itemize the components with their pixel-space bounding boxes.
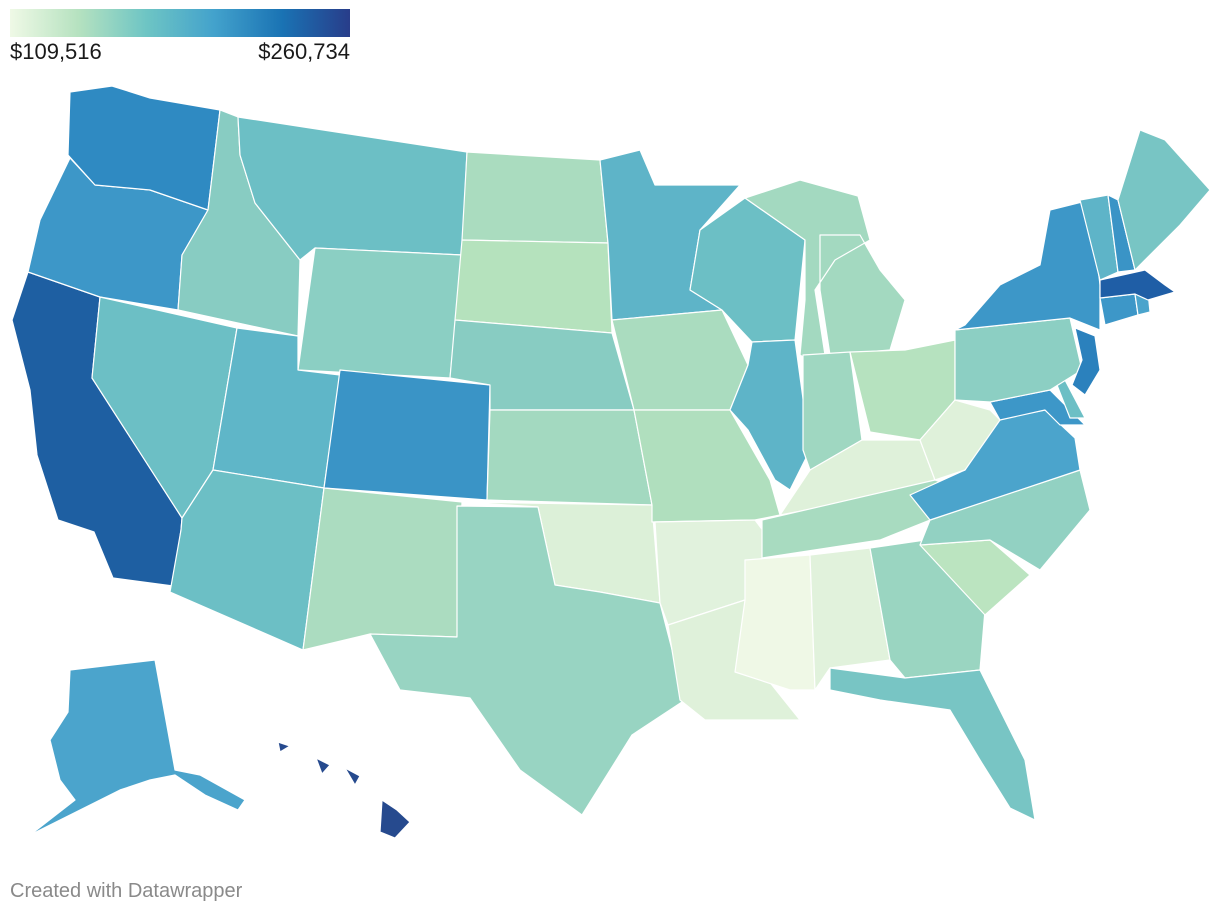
state-co[interactable]	[323, 369, 491, 501]
state-me[interactable]	[1117, 129, 1211, 271]
state-ia[interactable]	[611, 309, 749, 411]
state-ms[interactable]	[734, 554, 816, 691]
attribution-credit: Created with Datawrapper	[10, 880, 243, 902]
state-fl[interactable]	[829, 667, 1036, 821]
state-ct[interactable]	[1099, 293, 1139, 326]
state-ny[interactable]	[954, 199, 1101, 331]
state-il[interactable]	[729, 339, 811, 491]
state-mi[interactable]	[744, 179, 906, 366]
state-tx[interactable]	[369, 505, 686, 816]
legend-gradient-bar	[10, 9, 350, 37]
state-nd[interactable]	[461, 151, 609, 244]
state-ma[interactable]	[1099, 269, 1176, 301]
state-nm[interactable]	[302, 487, 463, 651]
state-sd[interactable]	[454, 239, 613, 334]
state-ak[interactable]	[29, 659, 246, 836]
color-legend: $109,516 $260,734	[10, 9, 350, 64]
state-al[interactable]	[809, 547, 891, 691]
state-wy[interactable]	[297, 247, 463, 379]
state-hi[interactable]	[277, 741, 411, 839]
state-nj[interactable]	[1071, 327, 1101, 396]
us-choropleth-map	[11, 85, 1211, 839]
legend-max-label: $260,734	[258, 39, 350, 64]
state-ks[interactable]	[486, 409, 653, 506]
state-mo[interactable]	[633, 409, 781, 523]
legend-min-label: $109,516	[10, 39, 102, 64]
